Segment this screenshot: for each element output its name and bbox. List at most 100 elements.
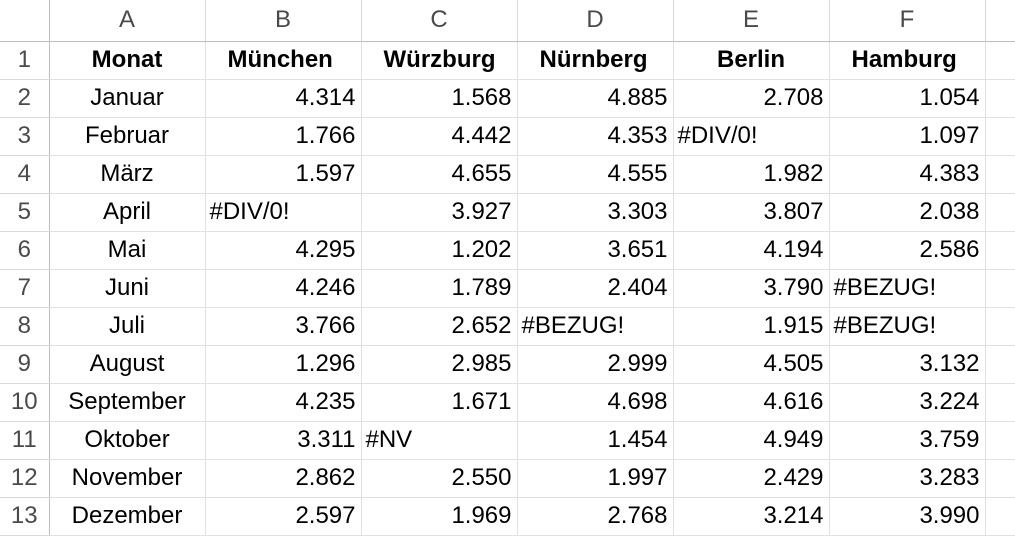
cell-a4[interactable]: März	[49, 155, 206, 194]
cell-c8[interactable]: 2.652	[361, 307, 518, 346]
cell-partial-column[interactable]	[985, 345, 1015, 384]
cell-f5[interactable]: 2.038	[829, 193, 986, 232]
cell-c13[interactable]: 1.969	[361, 497, 518, 536]
cell-partial-column[interactable]	[985, 421, 1015, 460]
cell-f12[interactable]: 3.283	[829, 459, 986, 498]
column-header-b[interactable]: B	[205, 0, 362, 42]
cell-a8[interactable]: Juli	[49, 307, 206, 346]
row-header-11[interactable]: 11	[0, 421, 50, 460]
row-header-2[interactable]: 2	[0, 79, 50, 118]
cell-c3[interactable]: 4.442	[361, 117, 518, 156]
row-header-1[interactable]: 1	[0, 41, 50, 80]
cell-d11[interactable]: 1.454	[517, 421, 674, 460]
row-header-10[interactable]: 10	[0, 383, 50, 422]
cell-d5[interactable]: 3.303	[517, 193, 674, 232]
cell-b5[interactable]: #DIV/0!	[205, 193, 362, 232]
column-header-f[interactable]: F	[829, 0, 986, 42]
row-header-6[interactable]: 6	[0, 231, 50, 270]
cell-c11[interactable]: #NV	[361, 421, 518, 460]
cell-a13[interactable]: Dezember	[49, 497, 206, 536]
header-cell-d[interactable]: Nürnberg	[517, 41, 674, 80]
header-cell-f[interactable]: Hamburg	[829, 41, 986, 80]
header-cell-c[interactable]: Würzburg	[361, 41, 518, 80]
column-header-c[interactable]: C	[361, 0, 518, 42]
cell-a9[interactable]: August	[49, 345, 206, 384]
cell-e11[interactable]: 4.949	[673, 421, 830, 460]
cell-b11[interactable]: 3.311	[205, 421, 362, 460]
cell-f7[interactable]: #BEZUG!	[829, 269, 986, 308]
cell-d3[interactable]: 4.353	[517, 117, 674, 156]
cell-d4[interactable]: 4.555	[517, 155, 674, 194]
cell-e13[interactable]: 3.214	[673, 497, 830, 536]
cell-partial-column[interactable]	[985, 383, 1015, 422]
column-header-partial[interactable]	[985, 0, 1015, 42]
cell-e8[interactable]: 1.915	[673, 307, 830, 346]
cell-b10[interactable]: 4.235	[205, 383, 362, 422]
cell-d10[interactable]: 4.698	[517, 383, 674, 422]
cell-b13[interactable]: 2.597	[205, 497, 362, 536]
row-header-9[interactable]: 9	[0, 345, 50, 384]
cell-partial-column[interactable]	[985, 231, 1015, 270]
cell-d8[interactable]: #BEZUG!	[517, 307, 674, 346]
cell-partial-column[interactable]	[985, 41, 1015, 80]
cell-partial-column[interactable]	[985, 459, 1015, 498]
cell-f13[interactable]: 3.990	[829, 497, 986, 536]
cell-f4[interactable]: 4.383	[829, 155, 986, 194]
cell-f6[interactable]: 2.586	[829, 231, 986, 270]
column-header-a[interactable]: A	[49, 0, 206, 42]
row-header-8[interactable]: 8	[0, 307, 50, 346]
cell-d12[interactable]: 1.997	[517, 459, 674, 498]
cell-d6[interactable]: 3.651	[517, 231, 674, 270]
cell-c12[interactable]: 2.550	[361, 459, 518, 498]
cell-f11[interactable]: 3.759	[829, 421, 986, 460]
cell-f3[interactable]: 1.097	[829, 117, 986, 156]
row-header-3[interactable]: 3	[0, 117, 50, 156]
cell-e6[interactable]: 4.194	[673, 231, 830, 270]
cell-a10[interactable]: September	[49, 383, 206, 422]
cell-d9[interactable]: 2.999	[517, 345, 674, 384]
cell-f9[interactable]: 3.132	[829, 345, 986, 384]
cell-b3[interactable]: 1.766	[205, 117, 362, 156]
cell-partial-column[interactable]	[985, 307, 1015, 346]
cell-c9[interactable]: 2.985	[361, 345, 518, 384]
cell-e10[interactable]: 4.616	[673, 383, 830, 422]
cell-e2[interactable]: 2.708	[673, 79, 830, 118]
cell-a12[interactable]: November	[49, 459, 206, 498]
header-cell-a[interactable]: Monat	[49, 41, 206, 80]
cell-a6[interactable]: Mai	[49, 231, 206, 270]
cell-a7[interactable]: Juni	[49, 269, 206, 308]
cell-c7[interactable]: 1.789	[361, 269, 518, 308]
header-cell-b[interactable]: München	[205, 41, 362, 80]
cell-e3[interactable]: #DIV/0!	[673, 117, 830, 156]
cell-b4[interactable]: 1.597	[205, 155, 362, 194]
cell-d13[interactable]: 2.768	[517, 497, 674, 536]
row-header-5[interactable]: 5	[0, 193, 50, 232]
cell-partial-column[interactable]	[985, 269, 1015, 308]
cell-e5[interactable]: 3.807	[673, 193, 830, 232]
cell-b6[interactable]: 4.295	[205, 231, 362, 270]
cell-f8[interactable]: #BEZUG!	[829, 307, 986, 346]
cell-a11[interactable]: Oktober	[49, 421, 206, 460]
cell-partial-column[interactable]	[985, 79, 1015, 118]
select-all-corner[interactable]	[0, 0, 50, 42]
cell-b12[interactable]: 2.862	[205, 459, 362, 498]
cell-e9[interactable]: 4.505	[673, 345, 830, 384]
cell-d7[interactable]: 2.404	[517, 269, 674, 308]
cell-c10[interactable]: 1.671	[361, 383, 518, 422]
cell-partial-column[interactable]	[985, 193, 1015, 232]
column-header-e[interactable]: E	[673, 0, 830, 42]
cell-b8[interactable]: 3.766	[205, 307, 362, 346]
cell-e7[interactable]: 3.790	[673, 269, 830, 308]
cell-c2[interactable]: 1.568	[361, 79, 518, 118]
cell-partial-column[interactable]	[985, 117, 1015, 156]
cell-a2[interactable]: Januar	[49, 79, 206, 118]
cell-c5[interactable]: 3.927	[361, 193, 518, 232]
cell-e12[interactable]: 2.429	[673, 459, 830, 498]
row-header-7[interactable]: 7	[0, 269, 50, 308]
column-header-d[interactable]: D	[517, 0, 674, 42]
row-header-12[interactable]: 12	[0, 459, 50, 498]
cell-c4[interactable]: 4.655	[361, 155, 518, 194]
cell-partial-column[interactable]	[985, 497, 1015, 536]
row-header-4[interactable]: 4	[0, 155, 50, 194]
cell-b9[interactable]: 1.296	[205, 345, 362, 384]
